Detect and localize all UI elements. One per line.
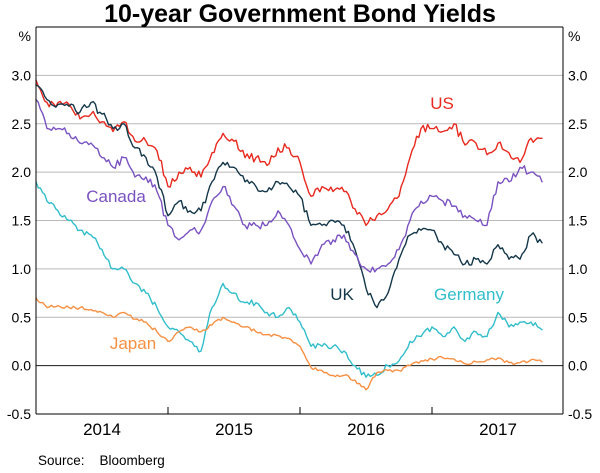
y-axis-unit-right: %	[568, 28, 580, 44]
x-axis-year-label: 2014	[83, 420, 121, 439]
y-axis-tick-label-left: 1.5	[12, 213, 32, 229]
x-axis-year-label: 2016	[347, 420, 385, 439]
y-axis-tick-label-right: 2.5	[568, 116, 588, 132]
series-label-uk: UK	[330, 285, 354, 304]
series-line-uk	[35, 84, 543, 309]
source-note: Source: Bloomberg	[38, 453, 165, 468]
y-axis-tick-label-left: -0.5	[7, 406, 31, 422]
y-axis-tick-label-right: 2.0	[568, 164, 588, 180]
x-axis-year-label: 2015	[215, 420, 253, 439]
y-axis-tick-label-right: -0.5	[568, 406, 592, 422]
y-axis-tick-label-right: 0.5	[568, 309, 588, 325]
y-axis-tick-label-left: 2.0	[12, 164, 32, 180]
y-axis-tick-label-left: 0.5	[12, 309, 32, 325]
series-label-germany: Germany	[434, 285, 504, 304]
y-axis-tick-label-left: 0.0	[12, 358, 32, 374]
series-label-japan: Japan	[110, 334, 156, 353]
chart-title: 10-year Government Bond Yields	[104, 0, 496, 28]
y-axis-tick-label-right: 1.5	[568, 213, 588, 229]
x-axis-year-label: 2017	[479, 420, 517, 439]
series-line-us	[35, 79, 543, 227]
source-value: Bloomberg	[99, 453, 165, 468]
series-line-germany	[35, 181, 543, 378]
series-label-canada: Canada	[86, 187, 146, 206]
source-label: Source:	[38, 453, 85, 468]
y-axis-tick-label-left: 2.5	[12, 116, 32, 132]
y-axis-tick-label-left: 1.0	[12, 261, 32, 277]
series-line-canada	[35, 98, 543, 273]
y-axis-tick-label-right: 3.0	[568, 67, 588, 83]
series-label-us: US	[430, 94, 454, 113]
series-line-japan	[35, 297, 543, 391]
y-axis-unit-left: %	[19, 28, 31, 44]
y-axis-tick-label-right: 1.0	[568, 261, 588, 277]
y-axis-tick-label-right: 0.0	[568, 358, 588, 374]
y-axis-tick-label-left: 3.0	[12, 67, 32, 83]
